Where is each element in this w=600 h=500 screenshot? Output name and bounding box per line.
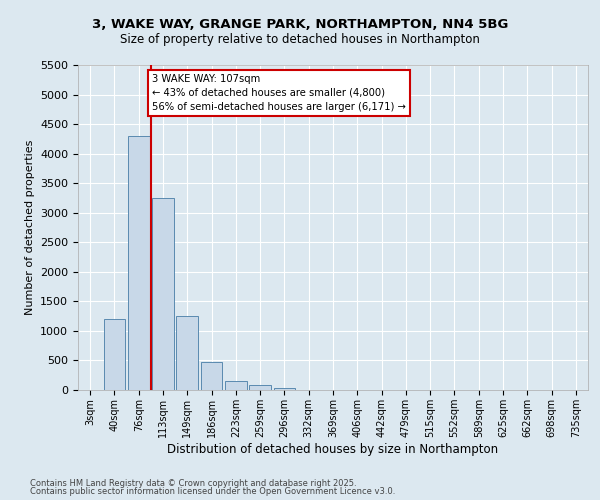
Bar [128, 136, 149, 390]
Text: Size of property relative to detached houses in Northampton: Size of property relative to detached ho… [120, 32, 480, 46]
Text: 3 WAKE WAY: 107sqm
← 43% of detached houses are smaller (4,800)
56% of semi-deta: 3 WAKE WAY: 107sqm ← 43% of detached hou… [152, 74, 406, 112]
Bar [152, 198, 174, 390]
Text: Contains public sector information licensed under the Open Government Licence v3: Contains public sector information licen… [30, 487, 395, 496]
Bar [249, 386, 271, 390]
Bar [200, 362, 223, 390]
Y-axis label: Number of detached properties: Number of detached properties [25, 140, 35, 315]
Bar [176, 316, 198, 390]
X-axis label: Distribution of detached houses by size in Northampton: Distribution of detached houses by size … [167, 442, 499, 456]
Bar [225, 380, 247, 390]
Text: 3, WAKE WAY, GRANGE PARK, NORTHAMPTON, NN4 5BG: 3, WAKE WAY, GRANGE PARK, NORTHAMPTON, N… [92, 18, 508, 30]
Text: Contains HM Land Registry data © Crown copyright and database right 2025.: Contains HM Land Registry data © Crown c… [30, 478, 356, 488]
Bar [104, 319, 125, 390]
Bar [274, 388, 295, 390]
